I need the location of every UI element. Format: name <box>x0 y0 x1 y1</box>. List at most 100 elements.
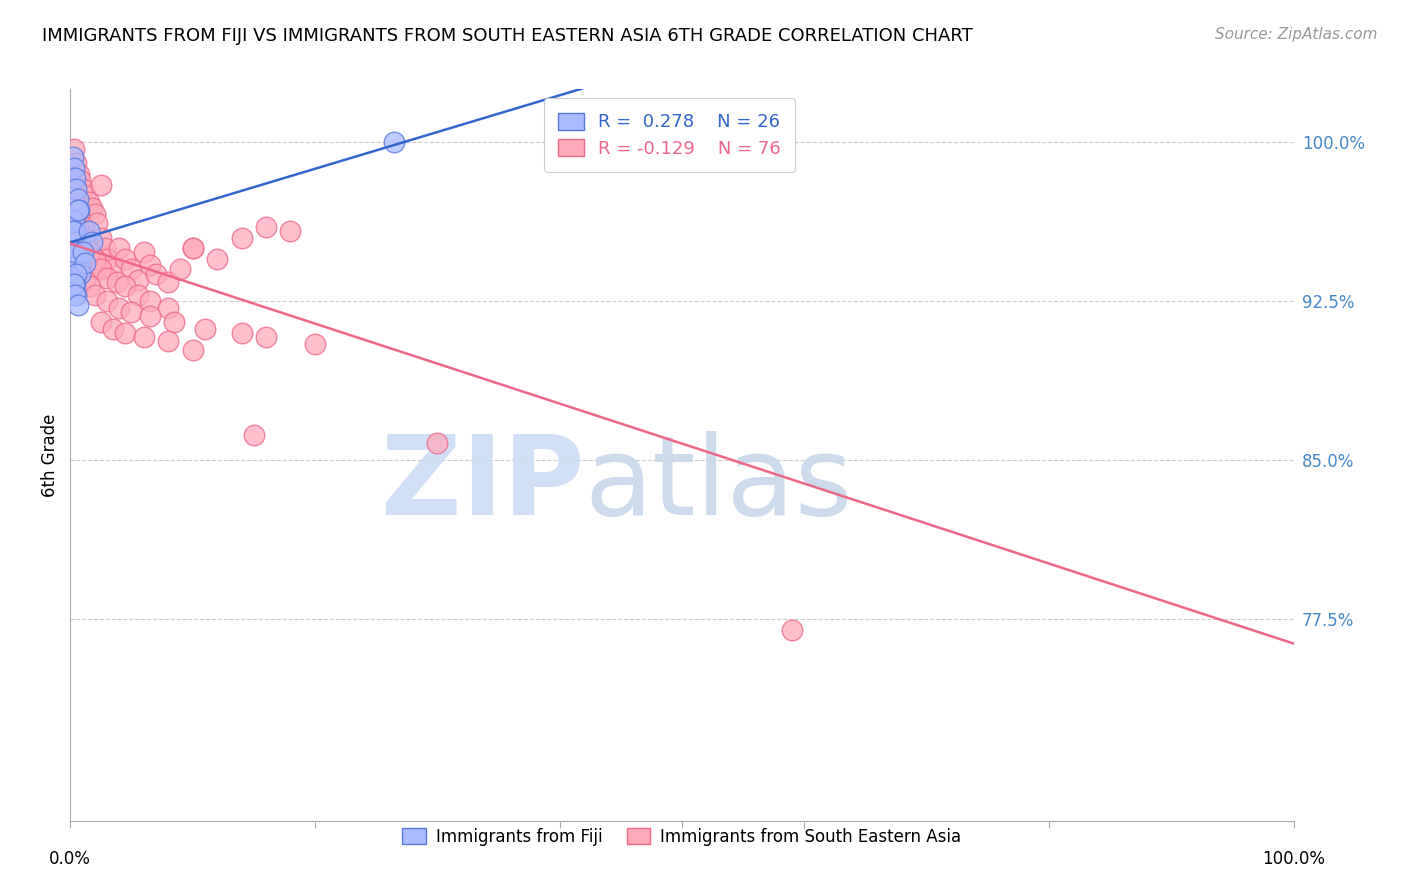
Point <box>181 241 204 255</box>
Point <box>63 277 86 292</box>
Text: 0.0%: 0.0% <box>49 850 91 868</box>
Point <box>90 178 112 192</box>
Point <box>63 188 86 202</box>
Point <box>157 301 180 315</box>
Point <box>139 258 162 272</box>
Point <box>114 279 136 293</box>
Point <box>108 241 131 255</box>
Point <box>194 322 217 336</box>
Point <box>105 275 128 289</box>
Text: Source: ZipAtlas.com: Source: ZipAtlas.com <box>1215 27 1378 42</box>
Point <box>384 135 406 149</box>
Point <box>63 288 86 302</box>
Point <box>86 216 108 230</box>
Point <box>72 182 94 196</box>
Point <box>63 252 86 266</box>
Point <box>83 207 105 221</box>
Point <box>231 230 253 244</box>
Point <box>63 142 86 156</box>
Point <box>66 219 89 234</box>
Point <box>169 262 191 277</box>
Text: ZIP: ZIP <box>381 431 583 538</box>
Text: 100.0%: 100.0% <box>1263 850 1324 868</box>
Point <box>77 224 100 238</box>
Point <box>96 252 118 266</box>
Point <box>65 156 87 170</box>
Point <box>73 237 96 252</box>
Point <box>67 167 90 181</box>
Point <box>157 275 180 289</box>
Point <box>63 171 86 186</box>
Point <box>86 262 108 277</box>
Point <box>67 210 90 224</box>
Point <box>83 288 105 302</box>
Point <box>83 252 105 266</box>
Point <box>231 326 253 340</box>
Point <box>62 224 84 238</box>
Point <box>145 267 167 281</box>
Point <box>114 252 136 266</box>
Point <box>127 288 149 302</box>
Point <box>163 315 186 329</box>
Point <box>65 235 87 249</box>
Point <box>157 334 180 349</box>
Point <box>426 436 449 450</box>
Point <box>66 245 89 260</box>
Point <box>82 201 104 215</box>
Point <box>127 273 149 287</box>
Point <box>82 252 104 266</box>
Point <box>205 252 228 266</box>
Point <box>90 262 112 277</box>
Point <box>181 343 204 357</box>
Point <box>132 330 155 344</box>
Point <box>72 219 94 234</box>
Point <box>66 258 89 272</box>
Y-axis label: 6th Grade: 6th Grade <box>41 413 59 497</box>
Point <box>121 305 143 319</box>
Point <box>647 135 669 149</box>
Point <box>65 199 87 213</box>
Point <box>82 235 104 249</box>
Text: IMMIGRANTS FROM FIJI VS IMMIGRANTS FROM SOUTH EASTERN ASIA 6TH GRADE CORRELATION: IMMIGRANTS FROM FIJI VS IMMIGRANTS FROM … <box>42 27 973 45</box>
Point <box>63 277 86 292</box>
Point <box>63 224 86 238</box>
Point <box>70 267 93 281</box>
Point <box>72 245 94 260</box>
Point <box>73 256 96 270</box>
Point <box>139 294 162 309</box>
Point <box>66 193 89 207</box>
Point <box>63 210 86 224</box>
Point <box>101 262 124 277</box>
Point <box>114 326 136 340</box>
Point <box>63 161 86 175</box>
Point <box>69 230 91 244</box>
Point <box>73 188 96 202</box>
Point <box>304 336 326 351</box>
Point <box>65 182 87 196</box>
Point <box>66 202 89 217</box>
Point <box>63 213 86 227</box>
Point <box>254 219 277 234</box>
Point <box>69 173 91 187</box>
Point <box>90 230 112 244</box>
Point <box>121 262 143 277</box>
Point <box>96 294 118 309</box>
Point <box>243 427 266 442</box>
Point <box>67 256 90 270</box>
Point <box>280 224 302 238</box>
Point <box>96 271 118 285</box>
Point <box>73 230 96 244</box>
Point <box>77 241 100 255</box>
Point <box>139 309 162 323</box>
Point <box>69 267 91 281</box>
Point <box>780 623 803 637</box>
Point <box>132 245 155 260</box>
Point <box>254 330 277 344</box>
Text: atlas: atlas <box>583 431 852 538</box>
Point <box>108 301 131 315</box>
Point <box>181 241 204 255</box>
Point <box>79 279 101 293</box>
Point <box>65 267 87 281</box>
Point <box>73 273 96 287</box>
Legend: Immigrants from Fiji, Immigrants from South Eastern Asia: Immigrants from Fiji, Immigrants from So… <box>395 822 969 853</box>
